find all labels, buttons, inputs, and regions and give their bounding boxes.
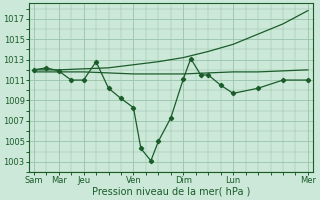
X-axis label: Pression niveau de la mer( hPa ): Pression niveau de la mer( hPa )	[92, 187, 250, 197]
